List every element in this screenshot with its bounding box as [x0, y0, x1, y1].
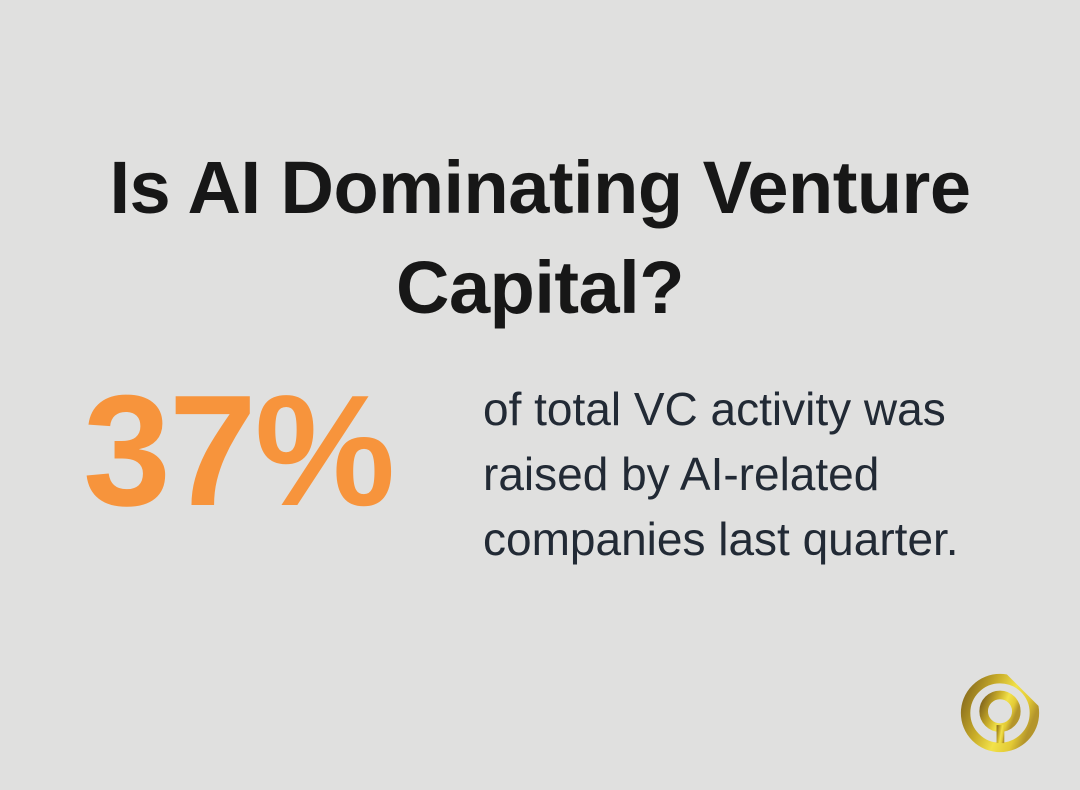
page-title-line-1: Is AI Dominating Venture — [109, 145, 971, 229]
page-title: Is AI Dominating Venture Capital? — [0, 138, 1080, 338]
gold-q-logo — [957, 665, 1048, 756]
gold-q-logo-icon — [960, 665, 1048, 753]
stat-description-line-3: companies last quarter. — [483, 513, 959, 565]
page-title-line-2: Capital? — [396, 245, 684, 329]
stat-description-line-2: raised by AI-related — [483, 448, 880, 500]
stat-value: 37% — [83, 363, 395, 539]
stat-description-line-1: of total VC activity was — [483, 383, 946, 435]
stat-description: of total VC activity was raised by AI-re… — [483, 377, 1023, 572]
